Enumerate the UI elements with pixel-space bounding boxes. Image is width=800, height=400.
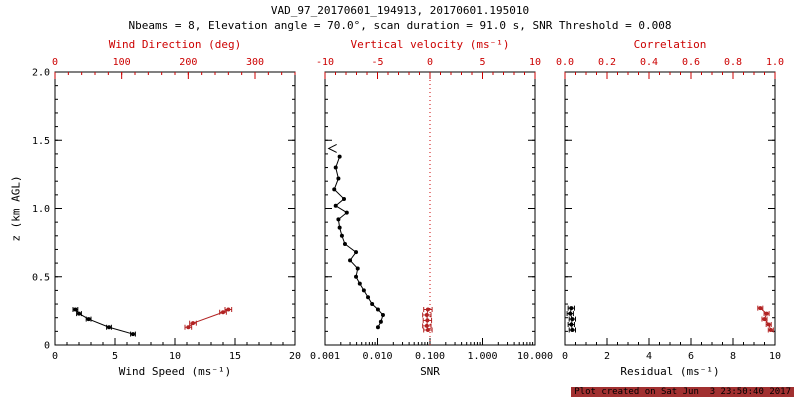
top-axis: 0 100 200 300 Wind Direction (deg) [52,38,296,79]
bottom-axis: 0 5 10 15 20 Wind Speed (ms⁻¹) [52,338,301,378]
plot-created-stamp: Plot created on Sat Jun 3 23:50:40 2017 [571,387,794,397]
top-axis: -10 -5 0 5 10 Vertical velocity (ms⁻¹) [316,38,541,79]
y-tick-label: 0 [44,341,50,352]
series-snr-offscale-marker [327,143,337,153]
top-axis-title: Correlation [634,38,707,51]
series-vertical-velocity [422,307,433,333]
series-correlation [757,305,774,333]
x-tick-label: 1.000 [467,351,497,362]
bottom-axis-title: SNR [420,365,440,378]
y-axis-ticks [325,71,535,346]
top-axis: 0.0 0.2 0.4 0.6 0.8 1.0 Correlation [556,38,784,79]
top-tick-label: 0 [427,57,433,68]
bottom-axis: 0 2 4 6 8 10 Residual (ms⁻¹) [562,338,781,378]
series-snr-profile [332,154,385,330]
top-tick-label: 0.2 [598,57,616,68]
bottom-axis-title: Wind Speed (ms⁻¹) [119,365,232,378]
top-tick-label: 10 [529,57,541,68]
top-tick-label: -10 [316,57,334,68]
series-wind-speed [72,307,136,337]
top-axis-title: Vertical velocity (ms⁻¹) [351,38,510,51]
x-tick-label: 6 [688,351,694,362]
top-tick-label: 200 [179,57,197,68]
panel-residual: 0 2 4 6 8 10 Residual (ms⁻¹) 0.0 0.2 0.4 0.6 0.8 1.0… [556,38,784,378]
y-tick-label: 1.5 [32,136,50,147]
bottom-axis-title: Residual (ms⁻¹) [620,365,719,378]
bottom-axis: 0.001 0.010 0.100 1.000 10.000 SNR [310,338,553,378]
x-tick-label: 0.001 [310,351,340,362]
top-tick-label: 0.0 [556,57,574,68]
top-tick-label: 1.0 [766,57,784,68]
series-residual-profile [566,305,576,333]
x-tick-label: 0.010 [362,351,392,362]
top-tick-label: 0.6 [682,57,700,68]
panel-snr: 0.001 0.010 0.100 1.000 10.000 SNR -10 -5 0 5 10 Ve… [310,38,553,378]
y-tick-label: 0.5 [32,272,50,283]
x-tick-label: 10 [769,351,781,362]
x-tick-label: 10 [169,351,181,362]
x-tick-label: 0 [562,351,568,362]
x-tick-label: 8 [730,351,736,362]
x-tick-label: 5 [112,351,118,362]
x-tick-label: 10.000 [517,351,553,362]
x-tick-label: 2 [604,351,610,362]
top-tick-label: 0.8 [724,57,742,68]
plot-subtitle: Nbeams = 8, Elevation angle = 70.0°, sca… [128,19,672,32]
top-tick-label: 300 [246,57,264,68]
x-tick-label: 15 [229,351,241,362]
x-tick-label: 0 [52,351,58,362]
top-tick-label: 100 [113,57,131,68]
plot-title: VAD_97_20170601_194913, 20170601.195010 [270,4,530,17]
y-tick-label: 1.0 [32,204,50,215]
y-axis-ticks: 0 0.5 1.0 1.5 2.0 [32,68,295,352]
y-tick-label: 2.0 [32,68,50,79]
y-axis-ticks [565,71,775,346]
x-tick-label: 0.100 [415,351,445,362]
series-wind-direction [184,307,233,330]
top-axis-title: Wind Direction (deg) [109,38,241,51]
top-tick-label: 0.4 [640,57,658,68]
x-tick-label: 4 [646,351,652,362]
top-tick-label: 0 [52,57,58,68]
x-tick-label: 20 [289,351,301,362]
top-tick-label: -5 [371,57,383,68]
top-tick-label: 5 [479,57,485,68]
